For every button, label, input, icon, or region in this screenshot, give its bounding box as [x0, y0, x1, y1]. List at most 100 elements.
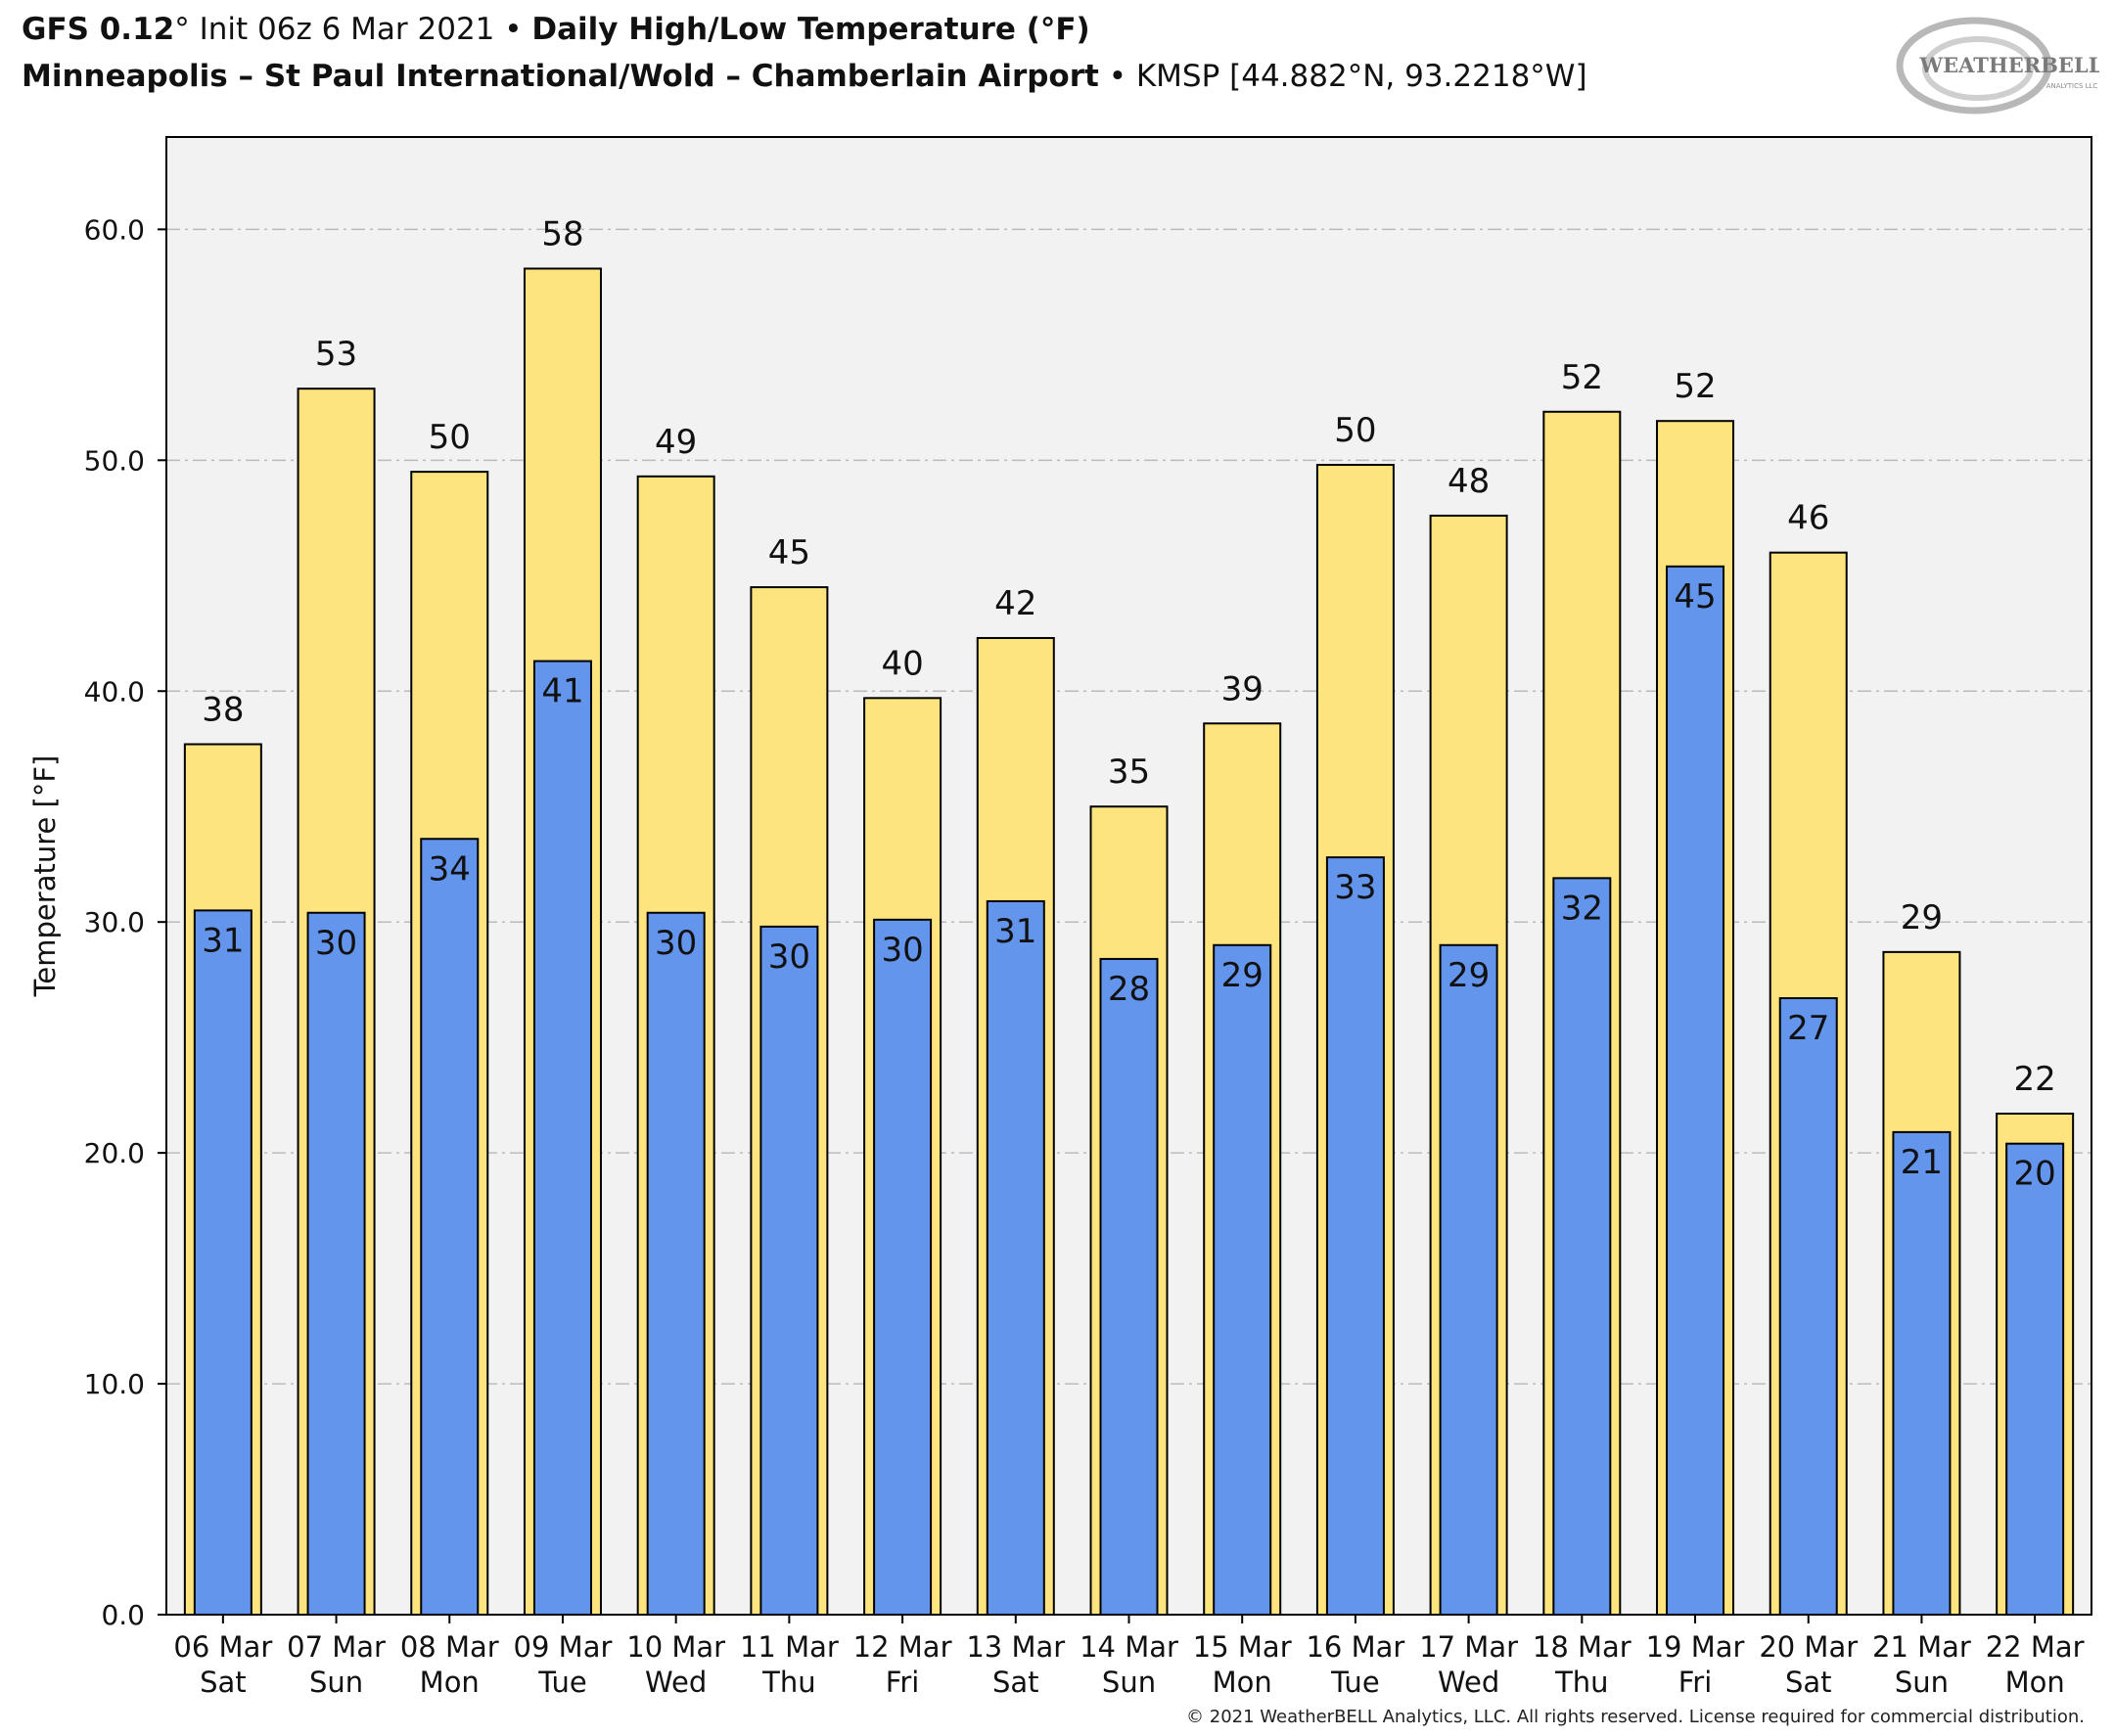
low-temp-label: 34: [429, 849, 471, 889]
x-tick-date: 16 Mar: [1306, 1630, 1404, 1664]
title-separator: •: [494, 12, 532, 47]
x-tick-date: 17 Mar: [1419, 1630, 1518, 1664]
y-tick-label: 50.0: [84, 444, 145, 477]
x-tick-day: Tue: [537, 1666, 587, 1699]
high-temp-label: 50: [1334, 411, 1376, 450]
x-tick-day: Sun: [1895, 1666, 1949, 1699]
high-temp-label: 49: [655, 423, 697, 462]
x-tick-date: 13 Mar: [966, 1630, 1065, 1664]
weatherbell-logo: WEATHERBELL ANALYTICS LLC: [1896, 17, 2099, 114]
low-temp-bar: [1552, 877, 1612, 1616]
x-tick-date: 20 Mar: [1759, 1630, 1858, 1664]
high-temp-label: 22: [2014, 1060, 2056, 1099]
low-temp-bar: [1778, 997, 1838, 1616]
degree-sign: °: [174, 12, 190, 47]
low-temp-label: 20: [2014, 1155, 2056, 1194]
low-temp-label: 30: [655, 924, 697, 963]
x-tick-day: Mon: [2005, 1666, 2065, 1699]
x-tick-day: Mon: [420, 1666, 480, 1699]
low-temp-label: 41: [541, 672, 583, 711]
low-temp-bar: [1099, 957, 1159, 1616]
x-tick-date: 06 Mar: [173, 1630, 272, 1664]
plot-frame: [165, 136, 2092, 1616]
high-temp-label: 38: [202, 691, 244, 730]
low-temp-label: 29: [1448, 956, 1490, 995]
y-axis-label: Temperature [°F]: [28, 755, 62, 998]
low-temp-label: 28: [1108, 970, 1150, 1009]
low-temp-bar: [1892, 1130, 1952, 1616]
low-temp-label: 30: [768, 937, 810, 977]
high-temp-label: 35: [1108, 753, 1150, 792]
high-temp-label: 53: [315, 335, 357, 374]
y-tick-label: 20.0: [84, 1137, 145, 1169]
x-tick-day: Sun: [309, 1666, 363, 1699]
high-temp-label: 50: [429, 418, 471, 457]
low-temp-label: 45: [1674, 577, 1716, 617]
x-tick-day: Sat: [200, 1666, 247, 1699]
high-temp-label: 40: [881, 644, 923, 683]
low-temp-bar: [759, 925, 819, 1616]
low-temp-label: 32: [1561, 889, 1603, 928]
low-temp-bar: [646, 911, 706, 1616]
product-name: Daily High/Low Temperature (°F): [531, 12, 1090, 47]
logo-text: WEATHERBELL: [1919, 53, 2099, 77]
station-name: Minneapolis – St Paul International/Wold…: [22, 59, 1099, 94]
x-tick-date: 21 Mar: [1872, 1630, 1971, 1664]
x-tick-date: 10 Mar: [626, 1630, 725, 1664]
low-temp-label: 30: [315, 924, 357, 963]
y-tick-label: 30.0: [84, 906, 145, 938]
low-temp-label: 21: [1901, 1143, 1943, 1182]
low-temp-label: 27: [1787, 1009, 1829, 1048]
y-tick-label: 60.0: [84, 213, 145, 246]
x-tick-date: 18 Mar: [1533, 1630, 1631, 1664]
y-axis-ticks: 0.0 10.0 20.0 30.0 40.0 50.0 60.0: [84, 213, 166, 1631]
x-tick-date: 19 Mar: [1646, 1630, 1745, 1664]
logo-swirl-inner: [1922, 36, 2034, 101]
model-name: GFS 0.12: [22, 12, 175, 47]
x-tick-day: Sat: [992, 1666, 1039, 1699]
x-tick-day: Fri: [886, 1666, 920, 1699]
x-tick-date: 09 Mar: [514, 1630, 613, 1664]
x-tick-day: Sun: [1102, 1666, 1156, 1699]
x-tick-date: 22 Mar: [1986, 1630, 2085, 1664]
low-temp-bar: [193, 909, 253, 1616]
low-temp-label: 31: [994, 912, 1036, 951]
high-temp-label: 48: [1448, 462, 1490, 501]
x-tick-day: Thu: [761, 1666, 815, 1699]
high-temp-label: 42: [994, 584, 1036, 623]
x-tick-date: 08 Mar: [400, 1630, 499, 1664]
low-temp-bar: [420, 838, 480, 1616]
low-temp-label: 30: [881, 931, 923, 970]
high-temp-label: 52: [1561, 358, 1603, 397]
x-tick-day: Wed: [645, 1666, 707, 1699]
y-tick-label: 0.0: [101, 1599, 145, 1631]
copyright-notice: © 2021 WeatherBELL Analytics, LLC. All r…: [1186, 1707, 2085, 1727]
x-tick-day: Fri: [1678, 1666, 1713, 1699]
x-tick-day: Wed: [1438, 1666, 1499, 1699]
low-temp-bar: [1325, 856, 1385, 1616]
low-temp-bar: [2005, 1142, 2065, 1616]
high-temp-label: 52: [1674, 367, 1716, 406]
chart-subtitle: Minneapolis – St Paul International/Wold…: [22, 59, 1587, 94]
x-tick-day: Tue: [1330, 1666, 1380, 1699]
low-temp-bar: [1666, 565, 1725, 1616]
high-temp-label: 39: [1221, 669, 1264, 708]
high-temp-label: 46: [1787, 499, 1829, 538]
chart-title: GFS 0.12° Init 06z 6 Mar 2021 • Daily Hi…: [22, 12, 1090, 47]
x-tick-day: Sat: [1785, 1666, 1832, 1699]
low-temp-label: 33: [1334, 868, 1376, 907]
low-temp-bar: [986, 899, 1045, 1616]
high-temp-label: 58: [541, 214, 583, 253]
x-tick-date: 11 Mar: [740, 1630, 839, 1664]
x-tick-day: Mon: [1213, 1666, 1272, 1699]
y-tick-label: 40.0: [84, 675, 145, 708]
station-info: KMSP [44.882°N, 93.2218°W]: [1135, 59, 1587, 94]
init-time: Init 06z 6 Mar 2021: [189, 12, 495, 47]
low-temp-bar: [532, 660, 592, 1616]
x-tick-date: 12 Mar: [853, 1630, 952, 1664]
high-temp-label: 45: [768, 533, 810, 572]
x-tick-date: 07 Mar: [287, 1630, 386, 1664]
low-temp-bar: [1439, 943, 1498, 1616]
